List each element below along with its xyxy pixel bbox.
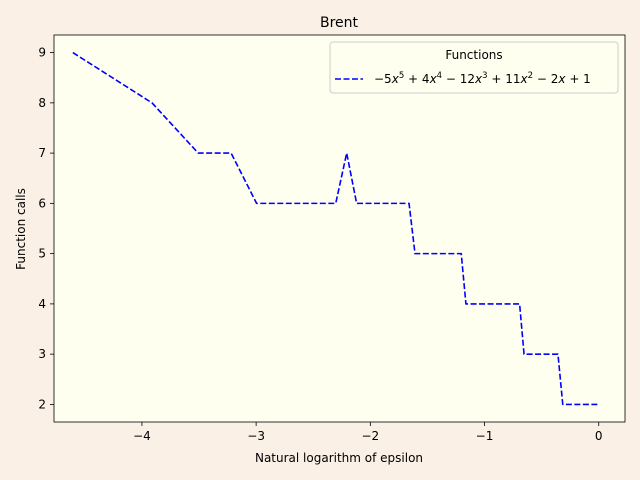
x-tick-label: 0 [595,429,603,443]
plot-frame [53,34,626,423]
y-tick-label: 8 [38,96,46,110]
legend: Functions −5x5 + 4x4 − 12x3 + 11x2 − 2x … [329,41,619,94]
y-tick-label: 3 [38,347,46,361]
y-tick-label: 7 [38,146,46,160]
y-tick-label: 6 [38,196,46,210]
series-line [72,51,599,406]
series-layer [72,51,599,406]
legend-box [329,41,619,94]
legend-title: Functions [445,48,502,62]
x-tick-label: −1 [476,429,494,443]
x-tick-label: −2 [361,429,379,443]
x-axis: −4 −3 −2 −1 0 [133,422,603,443]
legend-series-label: −5x5 + 4x4 − 12x3 + 11x2 − 2x + 1 [374,71,591,86]
y-axis-title: Function calls [14,188,28,270]
y-tick-label: 2 [38,397,46,411]
y-tick-label: 9 [38,46,46,60]
plot-area [54,35,625,422]
y-tick-label: 4 [38,297,46,311]
x-axis-title: Natural logarithm of epsilon [255,451,423,465]
y-axis: 2 3 4 5 6 7 8 9 [38,46,54,411]
x-tick-label: −4 [133,429,151,443]
y-tick-label: 5 [38,247,46,261]
x-tick-label: −3 [247,429,265,443]
chart-title: Brent [320,15,359,31]
